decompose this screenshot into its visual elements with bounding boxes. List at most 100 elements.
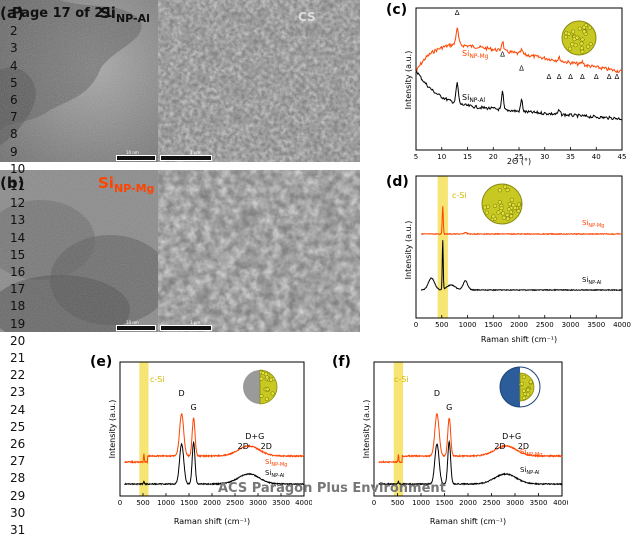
triangle-marker: Δ	[580, 73, 585, 81]
particle-bump	[264, 396, 269, 401]
x-tick-label: 30	[540, 153, 549, 161]
chart-f-xticks: 0 500 1000 1500 2000 2500 3000 3500 4000	[372, 493, 568, 507]
line-number: 20	[10, 333, 26, 348]
chart-d-series-mg	[421, 206, 623, 236]
line-number: 9	[10, 144, 18, 159]
x-tick-label: 0	[372, 499, 376, 507]
line-number: 13	[10, 213, 26, 228]
particle-bump	[577, 26, 582, 31]
particle-bump	[512, 205, 518, 210]
x-tick-label: 20	[489, 153, 498, 161]
particle-bump	[505, 216, 510, 221]
chart-d-legend-mg: SiNP-Mg	[582, 219, 604, 229]
peak-label: G	[190, 403, 196, 412]
particle-bump	[270, 391, 275, 396]
chart-f-legend-mg: SiNP-Mg	[520, 448, 542, 458]
chart-e-series-al	[124, 440, 305, 486]
half-coated-particle-icon-e	[243, 369, 278, 405]
particle-bump	[571, 29, 576, 34]
line-number: 14	[10, 230, 26, 245]
chart-d-xlabel: Raman shift (cm⁻¹)	[481, 335, 557, 344]
chart-e-peak-labels: DG D+G2D 2D	[179, 389, 272, 451]
sem-texture-a	[158, 0, 360, 162]
panel-label-d: (d)	[386, 174, 409, 190]
corner-text-a: CS	[298, 10, 316, 24]
sample-name-b: Si	[98, 174, 114, 192]
triangle-marker: Δ	[568, 73, 573, 81]
x-tick-label: 500	[391, 499, 404, 507]
x-tick-label: 0	[414, 321, 418, 329]
x-tick-label: 2500	[483, 499, 501, 507]
line-number: 15	[10, 247, 26, 262]
line-number: 27	[10, 454, 26, 469]
particle-bump	[521, 388, 526, 393]
peak-label: D+G	[245, 432, 264, 441]
particle-bump	[265, 375, 270, 380]
chart-c-series-al	[415, 70, 623, 121]
x-tick-label: 1500	[180, 499, 198, 507]
line-number: 21	[10, 351, 26, 365]
panel-label-e: (e)	[90, 354, 112, 370]
particle-bump	[528, 379, 533, 384]
x-tick-label: 3500	[530, 499, 548, 507]
line-number: 12	[10, 196, 26, 211]
particle-bump	[259, 376, 264, 381]
line-number: 3	[10, 41, 18, 56]
line-number: 5	[10, 75, 18, 90]
x-tick-label: 4000	[553, 499, 568, 507]
sem-image-b	[158, 170, 360, 332]
x-tick-label: 5	[414, 153, 418, 161]
tem-image-a	[0, 0, 158, 162]
x-tick-label: 2000	[510, 321, 528, 329]
particle-bump	[482, 205, 487, 210]
scale-bar-b-left	[116, 325, 156, 331]
chart-d-series-al	[420, 240, 623, 292]
line-number: 7	[10, 110, 18, 125]
particle-bump	[509, 197, 514, 202]
particle-bump	[519, 381, 524, 386]
particle-bump	[501, 211, 506, 216]
line-number: 28	[10, 471, 26, 486]
particle-bump	[501, 215, 507, 220]
nanoparticle-icon-d	[481, 183, 523, 225]
chart-f-peak-labels: DG D+G2D 2D	[434, 389, 529, 451]
x-tick-label: 40	[592, 153, 601, 161]
chart-e-xlabel: Raman shift (cm⁻¹)	[174, 517, 250, 526]
chart-c-ylabel: Intensity (a.u.)	[404, 51, 413, 110]
sample-sub-a: NP-Al	[115, 12, 150, 25]
tem-texture-b	[0, 170, 158, 332]
triangle-marker: Δ	[614, 73, 619, 81]
particle-bump	[521, 374, 526, 379]
tem-image-b	[0, 170, 158, 332]
particle-bump	[568, 46, 573, 51]
triangle-marker: Δ	[519, 64, 524, 72]
particle-bump	[269, 377, 274, 382]
line-number: 10	[10, 161, 26, 176]
particle-bump	[587, 25, 592, 30]
particle-bump	[508, 209, 514, 215]
triangle-marker: Δ	[546, 73, 551, 81]
line-number: 8	[10, 127, 18, 142]
panel-label-b: (b)	[0, 174, 25, 192]
chart-f-band-label: c-Si	[394, 375, 409, 384]
particle-bump	[507, 202, 512, 207]
line-number: 26	[10, 437, 26, 451]
x-tick-label: 0	[118, 499, 122, 507]
particle-bump	[573, 43, 578, 48]
particle-bump	[496, 210, 501, 215]
chart-e-series-mg	[124, 412, 305, 464]
chart-c-xlabel: 2Θ (°)	[507, 157, 531, 166]
triangle-marker: Δ	[455, 9, 460, 17]
line-number: 30	[10, 505, 26, 520]
x-tick-label: 45	[618, 153, 627, 161]
peak-label: D	[179, 389, 185, 398]
particle-bump	[582, 29, 587, 34]
chart-f-xlabel: Raman shift (cm⁻¹)	[430, 517, 506, 526]
particle-bump	[526, 387, 531, 392]
line-number: 23	[10, 385, 26, 400]
x-tick-label: 1000	[459, 321, 477, 329]
x-tick-label: 3000	[562, 321, 580, 329]
particle-bump	[260, 371, 266, 376]
